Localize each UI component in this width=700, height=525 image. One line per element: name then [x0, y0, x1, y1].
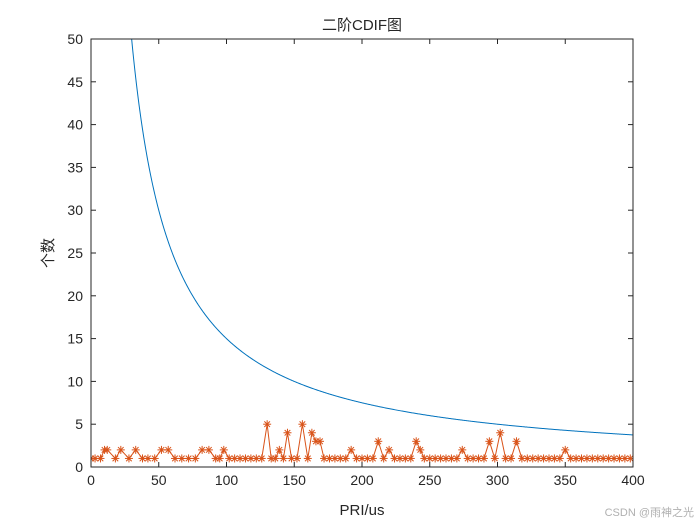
- y-tick-label-0: 0: [75, 459, 83, 475]
- y-tick-label-9: 45: [67, 74, 83, 90]
- data-point-83: [534, 454, 543, 463]
- data-point-10: [143, 454, 152, 463]
- data-point-38: [298, 420, 307, 429]
- data-point-5: [111, 454, 120, 463]
- data-point-92: [582, 454, 591, 463]
- data-point-57: [395, 454, 404, 463]
- chart-title: 二阶CDIF图: [322, 17, 402, 34]
- data-point-56: [390, 454, 399, 463]
- data-point-13: [164, 445, 173, 454]
- y-tick-label-8: 40: [67, 117, 83, 133]
- data-point-29: [257, 454, 266, 463]
- data-point-37: [292, 454, 301, 463]
- data-point-72: [474, 454, 483, 463]
- data-point-21: [215, 454, 224, 463]
- x-tick-label-2: 100: [215, 472, 239, 488]
- data-point-76: [496, 428, 505, 437]
- data-point-39: [303, 454, 312, 463]
- y-tick-label-1: 5: [75, 416, 83, 432]
- data-point-90: [572, 454, 581, 463]
- data-point-7: [124, 454, 133, 463]
- data-point-69: [458, 445, 467, 454]
- data-point-53: [374, 437, 383, 446]
- data-point-15: [177, 454, 186, 463]
- data-point-26: [241, 454, 250, 463]
- data-point-34: [279, 454, 288, 463]
- data-point-12: [157, 445, 166, 454]
- y-tick-label-7: 35: [67, 159, 83, 175]
- data-point-52: [368, 454, 377, 463]
- data-point-88: [561, 445, 570, 454]
- data-point-99: [620, 454, 629, 463]
- data-point-30: [263, 420, 272, 429]
- data-point-11: [150, 454, 159, 463]
- data-point-36: [287, 454, 296, 463]
- x-tick-label-1: 50: [151, 472, 167, 488]
- data-point-75: [490, 454, 499, 463]
- y-axis-label: 个数: [40, 238, 57, 268]
- x-axis-label: PRI/us: [339, 502, 384, 519]
- series-layer: [91, 39, 633, 463]
- x-tick-label-6: 300: [486, 472, 510, 488]
- data-point-48: [347, 445, 356, 454]
- data-point-22: [219, 445, 228, 454]
- data-point-17: [191, 454, 200, 463]
- data-point-33: [275, 445, 284, 454]
- watermark-text: CSDN @雨神之光: [605, 505, 694, 519]
- data-point-74: [485, 437, 494, 446]
- y-tick-label-3: 15: [67, 331, 83, 347]
- data-point-14: [171, 454, 180, 463]
- data-point-35: [283, 428, 292, 437]
- data-point-40: [307, 428, 316, 437]
- data-point-4: [103, 445, 112, 454]
- x-tick-label-8: 400: [621, 472, 645, 488]
- series-threshold-curve: [131, 39, 633, 436]
- data-point-16: [184, 454, 193, 463]
- data-point-6: [116, 445, 125, 454]
- data-point-32: [271, 454, 280, 463]
- data-point-19: [204, 445, 213, 454]
- data-point-60: [412, 437, 421, 446]
- data-point-68: [452, 454, 461, 463]
- data-point-42: [315, 437, 324, 446]
- data-point-28: [252, 454, 261, 463]
- y-tick-label-4: 20: [67, 288, 83, 304]
- data-point-67: [447, 454, 456, 463]
- ticks-layer: 0 50 100 150 200 250 300 350 400 0 5 10 15 20 25 30 35 40…: [67, 31, 644, 488]
- data-point-8: [131, 445, 140, 454]
- x-tick-label-7: 350: [554, 472, 578, 488]
- data-point-18: [198, 445, 207, 454]
- x-tick-label-4: 200: [350, 472, 374, 488]
- data-point-77: [501, 454, 510, 463]
- plot-area: [91, 39, 633, 467]
- data-point-54: [379, 454, 388, 463]
- data-point-55: [385, 445, 394, 454]
- y-tick-label-6: 30: [67, 202, 83, 218]
- x-tick-label-5: 250: [418, 472, 442, 488]
- data-point-73: [479, 454, 488, 463]
- threshold-curve-line: [131, 39, 633, 436]
- data-point-100: [626, 454, 633, 463]
- y-tick-label-5: 25: [67, 245, 83, 261]
- data-point-24: [230, 454, 239, 463]
- x-tick-label-3: 150: [283, 472, 307, 488]
- data-point-70: [463, 454, 472, 463]
- series-histogram-count: [91, 420, 633, 463]
- data-point-87: [555, 454, 564, 463]
- data-point-78: [507, 454, 516, 463]
- data-point-47: [341, 454, 350, 463]
- data-point-79: [512, 437, 521, 446]
- y-tick-label-10: 50: [67, 31, 83, 47]
- y-tick-label-2: 10: [67, 373, 83, 389]
- data-point-61: [416, 445, 425, 454]
- x-tick-label-0: 0: [87, 472, 95, 488]
- data-point-2: [96, 454, 105, 463]
- data-point-59: [406, 454, 415, 463]
